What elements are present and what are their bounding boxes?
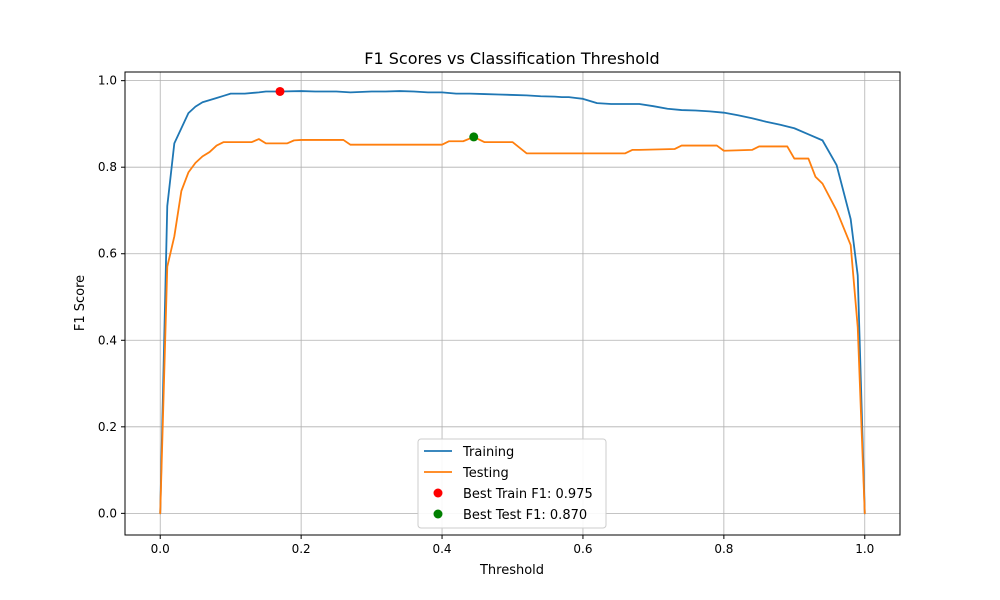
chart-title: F1 Scores vs Classification Threshold — [364, 49, 659, 68]
series-layer — [159, 90, 866, 515]
x-axis-ticks: 0.0 0.2 0.4 0.6 0.8 1.0 — [151, 535, 874, 556]
y-axis-ticks: 0.0 0.2 0.4 0.6 0.8 1.0 — [98, 74, 125, 520]
x-tick-label: 0.0 — [151, 542, 170, 556]
y-tick-label: 0.8 — [98, 160, 117, 174]
y-tick-label: 0.0 — [98, 506, 117, 520]
x-tick-label: 0.2 — [292, 542, 311, 556]
x-tick-label: 1.0 — [855, 542, 874, 556]
y-tick-label: 0.6 — [98, 247, 117, 261]
legend-swatch-best-train — [433, 488, 443, 498]
best-test-marker — [469, 132, 479, 142]
legend-label-best-test: Best Test F1: 0.870 — [463, 508, 587, 523]
legend-swatch-best-test — [433, 509, 443, 519]
x-tick-label: 0.8 — [714, 542, 733, 556]
x-axis-label: Threshold — [479, 563, 544, 578]
legend-label-testing: Testing — [462, 466, 509, 481]
x-tick-label: 0.4 — [432, 542, 451, 556]
best-train-marker — [275, 86, 285, 96]
y-axis-label: F1 Score — [73, 275, 88, 331]
legend-label-best-train: Best Train F1: 0.975 — [463, 487, 593, 502]
legend: Training Testing Best Train F1: 0.975 Be… — [417, 438, 607, 529]
y-tick-label: 1.0 — [98, 74, 117, 88]
legend-box — [417, 438, 607, 529]
legend-label-training: Training — [462, 445, 514, 460]
grid — [125, 72, 900, 535]
y-tick-label: 0.2 — [98, 420, 117, 434]
series-line-training — [159, 90, 866, 515]
marker-layer — [275, 86, 479, 142]
y-tick-label: 0.4 — [98, 333, 117, 347]
x-tick-label: 0.6 — [573, 542, 592, 556]
plot-frame — [124, 71, 901, 536]
series-line-testing — [159, 136, 866, 515]
